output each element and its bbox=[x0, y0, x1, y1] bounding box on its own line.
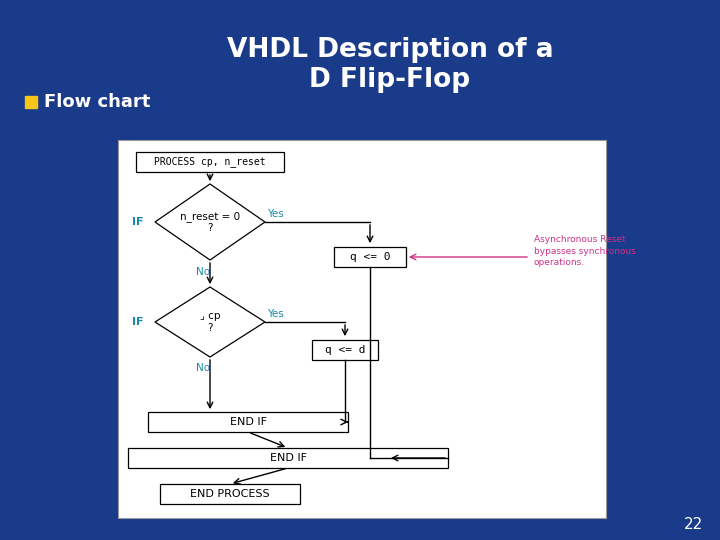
Text: No: No bbox=[196, 267, 210, 277]
Bar bbox=[128, 448, 448, 468]
Text: Asynchronous Reset
bypasses synchronous
operations.: Asynchronous Reset bypasses synchronous … bbox=[534, 235, 636, 267]
Text: IF: IF bbox=[132, 317, 144, 327]
Text: Yes: Yes bbox=[267, 209, 284, 219]
Bar bbox=[118, 140, 606, 518]
Bar bbox=[148, 412, 348, 432]
Bar bbox=[25, 96, 37, 108]
Text: PROCESS cp, n_reset: PROCESS cp, n_reset bbox=[154, 157, 266, 167]
Text: n_reset = 0
?: n_reset = 0 ? bbox=[180, 211, 240, 233]
Bar bbox=[136, 152, 284, 172]
Text: ⌟ cp
?: ⌟ cp ? bbox=[199, 311, 220, 333]
Polygon shape bbox=[155, 184, 265, 260]
Text: 22: 22 bbox=[684, 517, 703, 532]
Text: D Flip-Flop: D Flip-Flop bbox=[310, 67, 471, 93]
Text: IF: IF bbox=[132, 217, 144, 227]
Text: q <= 0: q <= 0 bbox=[350, 252, 390, 262]
Text: Flow chart: Flow chart bbox=[44, 93, 150, 111]
Bar bbox=[312, 340, 378, 360]
Bar bbox=[334, 247, 406, 267]
Text: END IF: END IF bbox=[269, 453, 307, 463]
Text: END IF: END IF bbox=[230, 417, 266, 427]
Text: Yes: Yes bbox=[267, 309, 284, 319]
Text: No: No bbox=[196, 363, 210, 373]
Text: VHDL Description of a: VHDL Description of a bbox=[227, 37, 553, 63]
Bar bbox=[160, 484, 300, 504]
Polygon shape bbox=[155, 287, 265, 357]
Text: q <= d: q <= d bbox=[325, 345, 365, 355]
Text: END PROCESS: END PROCESS bbox=[190, 489, 270, 499]
